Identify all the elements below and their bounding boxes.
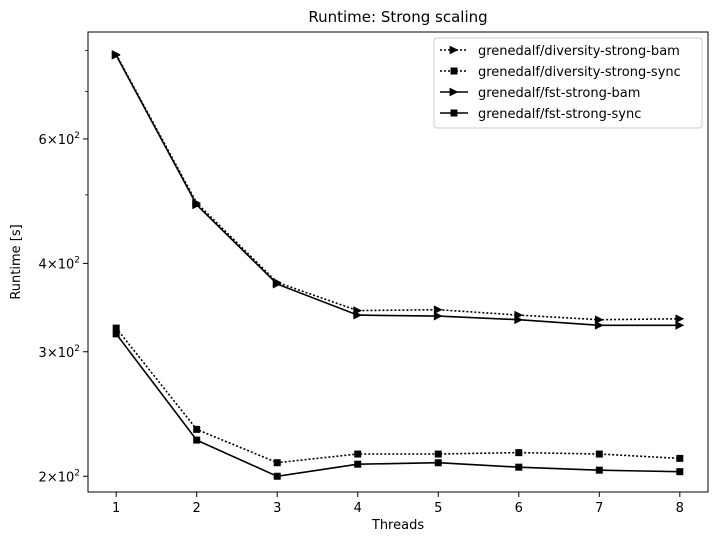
y-axis-label: Runtime [s]: [9, 224, 24, 299]
legend-label: grenedalf/fst-strong-sync: [478, 107, 641, 122]
legend-marker: [449, 45, 459, 55]
legend-marker: [450, 67, 458, 75]
data-point: [515, 463, 523, 471]
data-point: [675, 314, 685, 324]
x-axis-label: Threads: [371, 518, 424, 533]
data-point: [676, 468, 684, 476]
legend-item: grenedalf/fst-strong-bam: [440, 86, 640, 101]
series-1: [112, 324, 684, 467]
data-point: [273, 459, 281, 467]
data-point: [676, 454, 684, 462]
x-tick-label: 3: [273, 501, 281, 516]
series-line: [115, 327, 680, 464]
legend-item: grenedalf/diversity-strong-sync: [440, 65, 681, 80]
series-line: [115, 54, 680, 327]
data-point: [433, 305, 443, 315]
data-point: [595, 466, 603, 474]
series-2: [111, 50, 685, 330]
y-tick-label: 4×102: [39, 255, 80, 272]
data-point: [434, 459, 442, 467]
y-tick-label: 6×102: [39, 131, 80, 148]
legend-label: grenedalf/diversity-strong-sync: [478, 65, 681, 80]
x-axis: 1 2 3 4 5 6 7 8: [112, 492, 684, 516]
x-tick-label: 5: [434, 501, 442, 516]
data-point: [433, 311, 443, 321]
data-point: [594, 320, 604, 330]
data-point: [192, 200, 202, 210]
data-point: [514, 315, 524, 325]
chart-title: Runtime: Strong scaling: [308, 8, 487, 26]
data-point: [112, 330, 120, 338]
legend-item: grenedalf/fst-strong-sync: [440, 107, 641, 122]
data-point: [354, 460, 362, 468]
legend-marker: [449, 87, 459, 97]
data-point: [675, 320, 685, 330]
data-point: [272, 279, 282, 289]
legend-marker: [450, 109, 458, 117]
data-point: [354, 450, 362, 458]
data-point: [353, 310, 363, 320]
data-point: [515, 449, 523, 457]
y-axis: 2×102 3×102 4×102 6×102: [39, 50, 88, 485]
x-tick-label: 7: [595, 501, 603, 516]
y-tick-label: 2×102: [39, 468, 80, 485]
series-line: [115, 333, 680, 478]
legend-label: grenedalf/diversity-strong-bam: [478, 44, 680, 59]
x-tick-label: 4: [354, 501, 362, 516]
plot-area: [111, 50, 685, 480]
data-point: [273, 472, 281, 480]
data-point: [193, 436, 201, 444]
y-tick-label: 3×102: [39, 344, 80, 361]
legend-label: grenedalf/fst-strong-bam: [478, 86, 640, 101]
data-point: [595, 450, 603, 458]
legend: grenedalf/diversity-strong-bam grenedalf/…: [433, 37, 703, 129]
data-point: [111, 50, 121, 60]
data-point: [594, 315, 604, 325]
data-point: [193, 425, 201, 433]
plot-frame: [87, 31, 709, 493]
x-tick-label: 1: [112, 501, 120, 516]
data-point: [112, 324, 120, 332]
series-3: [112, 330, 684, 480]
x-tick-label: 2: [193, 501, 201, 516]
data-point: [434, 450, 442, 458]
x-tick-label: 8: [676, 501, 684, 516]
legend-box: [433, 37, 703, 129]
legend-item: grenedalf/diversity-strong-bam: [440, 44, 680, 59]
x-tick-label: 6: [515, 501, 523, 516]
